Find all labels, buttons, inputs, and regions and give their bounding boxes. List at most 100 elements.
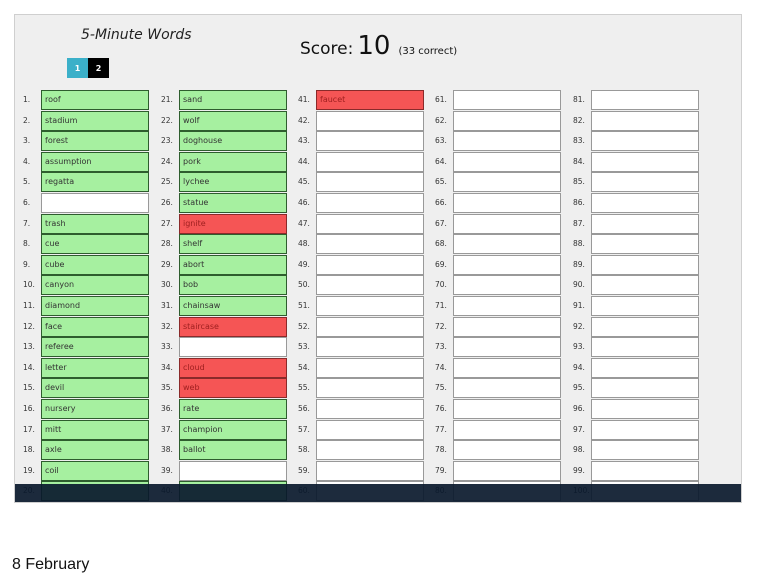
word-input[interactable]: [591, 378, 699, 399]
word-input[interactable]: champion: [179, 419, 287, 440]
word-input[interactable]: [316, 357, 424, 378]
word-input[interactable]: [591, 172, 699, 193]
word-input[interactable]: [591, 357, 699, 378]
word-input[interactable]: [316, 110, 424, 131]
word-input[interactable]: [453, 110, 561, 131]
page-1-button[interactable]: 1: [67, 58, 88, 78]
word-input[interactable]: web: [179, 378, 287, 399]
word-input[interactable]: [591, 337, 699, 358]
word-input[interactable]: lychee: [179, 172, 287, 193]
word-input[interactable]: [316, 296, 424, 316]
word-input[interactable]: [453, 378, 561, 399]
word-input[interactable]: coil: [41, 460, 149, 481]
word-input[interactable]: face: [41, 316, 149, 337]
word-input[interactable]: [453, 460, 561, 481]
word-input[interactable]: shelf: [179, 234, 287, 255]
word-input[interactable]: [453, 90, 561, 110]
word-input[interactable]: [453, 357, 561, 378]
word-input[interactable]: assumption: [41, 151, 149, 172]
word-input[interactable]: [316, 213, 424, 234]
word-input[interactable]: abort: [179, 254, 287, 275]
word-input[interactable]: [453, 131, 561, 152]
word-input[interactable]: [453, 316, 561, 337]
word-input[interactable]: trash: [41, 213, 149, 234]
word-input[interactable]: [316, 193, 424, 213]
word-input[interactable]: [316, 460, 424, 481]
word-input[interactable]: statue: [179, 193, 287, 213]
word-input[interactable]: [591, 131, 699, 152]
word-input[interactable]: [453, 234, 561, 255]
word-input[interactable]: [591, 399, 699, 419]
word-input[interactable]: regatta: [41, 172, 149, 193]
word-input[interactable]: [591, 110, 699, 131]
word-input[interactable]: staircase: [179, 316, 287, 337]
word-input[interactable]: [453, 481, 561, 502]
word-input[interactable]: cube: [41, 254, 149, 275]
word-input[interactable]: [316, 378, 424, 399]
word-input[interactable]: [453, 419, 561, 440]
word-input[interactable]: [591, 234, 699, 255]
word-input[interactable]: [41, 481, 149, 502]
word-input[interactable]: [316, 316, 424, 337]
word-input[interactable]: wolf: [179, 110, 287, 131]
word-input[interactable]: [591, 316, 699, 337]
word-input[interactable]: diamond: [41, 296, 149, 316]
word-input[interactable]: [316, 131, 424, 152]
word-input[interactable]: [591, 275, 699, 296]
word-input[interactable]: [591, 296, 699, 316]
word-input[interactable]: axle: [41, 440, 149, 461]
word-input[interactable]: [316, 481, 424, 502]
word-input[interactable]: cue: [41, 234, 149, 255]
word-input[interactable]: [591, 254, 699, 275]
word-input[interactable]: [41, 193, 149, 213]
word-input[interactable]: [591, 193, 699, 213]
word-input[interactable]: [316, 172, 424, 193]
word-input[interactable]: [591, 481, 699, 502]
word-input[interactable]: [591, 151, 699, 172]
word-input[interactable]: [316, 440, 424, 461]
word-input[interactable]: canyon: [41, 275, 149, 296]
word-input[interactable]: [453, 296, 561, 316]
word-input[interactable]: roof: [41, 90, 149, 110]
word-input[interactable]: pork: [179, 151, 287, 172]
word-input[interactable]: [316, 234, 424, 255]
word-input[interactable]: letter: [41, 357, 149, 378]
word-input[interactable]: ballot: [179, 440, 287, 461]
word-input[interactable]: [179, 337, 287, 358]
word-input[interactable]: [453, 193, 561, 213]
word-input[interactable]: [316, 419, 424, 440]
word-input[interactable]: [591, 90, 699, 110]
word-input[interactable]: bob: [179, 275, 287, 296]
word-input[interactable]: [179, 481, 287, 502]
word-input[interactable]: [453, 213, 561, 234]
word-input[interactable]: chainsaw: [179, 296, 287, 316]
word-input[interactable]: [453, 275, 561, 296]
page-2-button[interactable]: 2: [88, 58, 109, 78]
word-input[interactable]: [453, 399, 561, 419]
word-input[interactable]: [316, 337, 424, 358]
word-input[interactable]: [179, 460, 287, 481]
word-input[interactable]: faucet: [316, 90, 424, 110]
word-input[interactable]: forest: [41, 131, 149, 152]
word-input[interactable]: stadium: [41, 110, 149, 131]
word-input[interactable]: [453, 440, 561, 461]
word-input[interactable]: [316, 275, 424, 296]
word-input[interactable]: [453, 254, 561, 275]
word-input[interactable]: cloud: [179, 357, 287, 378]
word-input[interactable]: doghouse: [179, 131, 287, 152]
word-input[interactable]: [453, 172, 561, 193]
word-input[interactable]: [591, 213, 699, 234]
word-input[interactable]: sand: [179, 90, 287, 110]
word-input[interactable]: mitt: [41, 419, 149, 440]
word-input[interactable]: [591, 460, 699, 481]
word-input[interactable]: referee: [41, 337, 149, 358]
word-input[interactable]: [316, 399, 424, 419]
word-input[interactable]: [316, 254, 424, 275]
word-input[interactable]: [591, 419, 699, 440]
word-input[interactable]: [453, 151, 561, 172]
word-input[interactable]: rate: [179, 399, 287, 419]
word-input[interactable]: ignite: [179, 213, 287, 234]
word-input[interactable]: nursery: [41, 399, 149, 419]
word-input[interactable]: [316, 151, 424, 172]
word-input[interactable]: devil: [41, 378, 149, 399]
